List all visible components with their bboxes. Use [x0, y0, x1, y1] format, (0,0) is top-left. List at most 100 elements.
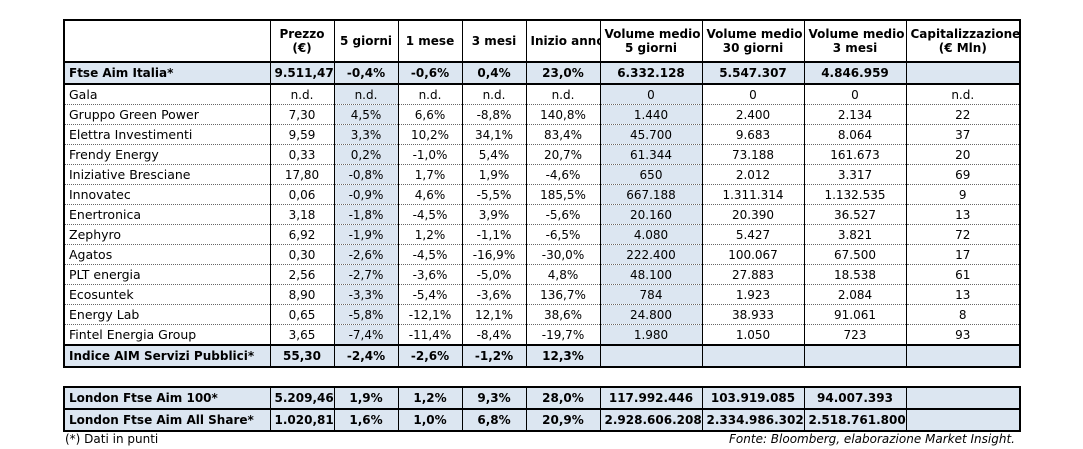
cell-vol-30d: 73.188: [701, 144, 805, 165]
table-row: Energy Lab 0,65 -5,8% -12,1% 12,1% 38,6% 24.80…: [63, 304, 1021, 325]
cell-vol-30d: 0: [701, 84, 805, 105]
cell-vol-5d: [599, 344, 703, 368]
header-label: Inizio anno: [530, 34, 600, 48]
cell-vol-5d: 784: [599, 284, 703, 305]
cell-price: 1.020,81: [269, 408, 335, 432]
cell-chg-5d: 1,6%: [333, 408, 399, 432]
cell-vol-30d: 1.311.314: [701, 184, 805, 205]
cell-price: 3,18: [269, 204, 335, 225]
table-row: Zephyro 6,92 -1,9% 1,2% -1,1% -6,5% 4.080 5.427…: [63, 224, 1021, 245]
cell-vol-30d: 1.050: [701, 324, 805, 346]
cell-chg-3m: 5,4%: [461, 144, 527, 165]
cell-vol-5d: 1.440: [599, 104, 703, 125]
header-chg-5d: 5 giorni: [333, 19, 399, 63]
cell-chg-5d: -3,3%: [333, 284, 399, 305]
cell-name: Fintel Energia Group: [63, 324, 271, 346]
table-row: Iniziative Bresciane 17,80 -0,8% 1,7% 1,9% -4…: [63, 164, 1021, 185]
header-market-cap: Capitalizzazione (€ Mln): [905, 19, 1021, 63]
cell-vol-3m: 3.821: [803, 224, 907, 245]
cell-vol-5d: 48.100: [599, 264, 703, 285]
header-label: Prezzo: [279, 27, 325, 41]
cell-price: 6,92: [269, 224, 335, 245]
cell-chg-ytd: 28,0%: [525, 386, 601, 410]
cell-vol-5d: 45.700: [599, 124, 703, 145]
cell-price: 5.209,46: [269, 386, 335, 410]
cell-price: 0,06: [269, 184, 335, 205]
cell-price: 0,33: [269, 144, 335, 165]
cell-name: Ftse Aim Italia*: [63, 61, 271, 85]
cell-price: 9.511,47: [269, 61, 335, 85]
header-sublabel: 30 giorni: [722, 41, 784, 55]
cell-chg-3m: 0,4%: [461, 61, 527, 85]
cell-vol-3m: 161.673: [803, 144, 907, 165]
cell-chg-ytd: -30,0%: [525, 244, 601, 265]
cell-market-cap: 61: [905, 264, 1021, 285]
cell-vol-5d: 61.344: [599, 144, 703, 165]
header-chg-3m: 3 mesi: [461, 19, 527, 63]
cell-market-cap: 8: [905, 304, 1021, 325]
cell-chg-1m: n.d.: [397, 84, 463, 105]
header-chg-1m: 1 mese: [397, 19, 463, 63]
cell-price: 2,56: [269, 264, 335, 285]
london-table: London Ftse Aim 100* 5.209,46 1,9% 1,2% 9,3%…: [63, 386, 1021, 432]
cell-market-cap: [905, 386, 1021, 410]
cell-chg-3m: -8,4%: [461, 324, 527, 346]
cell-vol-3m: 94.007.393: [803, 386, 907, 410]
header-sublabel: 3 mesi: [832, 41, 878, 55]
table-row: Enertronica 3,18 -1,8% -4,5% 3,9% -5,6% 20.160…: [63, 204, 1021, 225]
cell-chg-5d: -2,4%: [333, 344, 399, 368]
cell-chg-ytd: 20,7%: [525, 144, 601, 165]
index-row-aim-servizi-pubblici: Indice AIM Servizi Pubblici* 55,30 -2,4% -2…: [63, 344, 1021, 368]
cell-market-cap: [905, 344, 1021, 368]
source-note: Fonte: Bloomberg, elaborazione Market In…: [729, 432, 1015, 446]
table-row: Elettra Investimenti 9,59 3,3% 10,2% 34,1% 83…: [63, 124, 1021, 145]
cell-vol-5d: 4.080: [599, 224, 703, 245]
cell-market-cap: 22: [905, 104, 1021, 125]
cell-chg-ytd: 185,5%: [525, 184, 601, 205]
cell-vol-30d: 9.683: [701, 124, 805, 145]
cell-market-cap: 17: [905, 244, 1021, 265]
cell-market-cap: [905, 408, 1021, 432]
cell-chg-1m: -12,1%: [397, 304, 463, 325]
table-row: Innovatec 0,06 -0,9% 4,6% -5,5% 185,5% 667.188…: [63, 184, 1021, 205]
header-sublabel: (€): [292, 41, 312, 55]
cell-price: 3,65: [269, 324, 335, 346]
cell-vol-5d: 24.800: [599, 304, 703, 325]
header-sublabel: 5 giorni: [624, 41, 678, 55]
header-label: 3 mesi: [471, 34, 517, 48]
cell-name: Gruppo Green Power: [63, 104, 271, 125]
cell-name: Gala: [63, 84, 271, 105]
cell-chg-1m: 1,7%: [397, 164, 463, 185]
cell-chg-ytd: 12,3%: [525, 344, 601, 368]
cell-name: London Ftse Aim All Share*: [63, 408, 271, 432]
cell-vol-30d: 5.547.307: [701, 61, 805, 85]
table-row: Fintel Energia Group 3,65 -7,4% -11,4% -8,4%…: [63, 324, 1021, 346]
cell-vol-3m: 8.064: [803, 124, 907, 145]
cell-vol-3m: 18.538: [803, 264, 907, 285]
cell-chg-5d: -0,4%: [333, 61, 399, 85]
cell-vol-3m: 3.317: [803, 164, 907, 185]
cell-chg-3m: -5,5%: [461, 184, 527, 205]
header-row: Prezzo (€) 5 giorni 1 mese 3 mesi Inizio anno…: [63, 19, 1021, 63]
cell-vol-3m: [803, 344, 907, 368]
cell-chg-ytd: n.d.: [525, 84, 601, 105]
cell-name: Ecosuntek: [63, 284, 271, 305]
cell-vol-30d: 5.427: [701, 224, 805, 245]
cell-vol-30d: 103.919.085: [701, 386, 805, 410]
header-label: Volume medio: [808, 27, 905, 41]
cell-chg-ytd: -6,5%: [525, 224, 601, 245]
cell-market-cap: 9: [905, 184, 1021, 205]
cell-chg-3m: 34,1%: [461, 124, 527, 145]
cell-price: 0,65: [269, 304, 335, 325]
index-row-ftse-aim-italia: Ftse Aim Italia* 9.511,47 -0,4% -0,6% 0,4% 23…: [63, 61, 1021, 85]
cell-chg-1m: -0,6%: [397, 61, 463, 85]
cell-vol-3m: 0: [803, 84, 907, 105]
cell-vol-5d: 222.400: [599, 244, 703, 265]
table-row: PLT energia 2,56 -2,7% -3,6% -5,0% 4,8% 48.100…: [63, 264, 1021, 285]
cell-market-cap: 69: [905, 164, 1021, 185]
cell-price: 17,80: [269, 164, 335, 185]
cell-chg-1m: -4,5%: [397, 204, 463, 225]
cell-chg-3m: 9,3%: [461, 386, 527, 410]
cell-market-cap: 93: [905, 324, 1021, 346]
cell-vol-30d: 2.400: [701, 104, 805, 125]
